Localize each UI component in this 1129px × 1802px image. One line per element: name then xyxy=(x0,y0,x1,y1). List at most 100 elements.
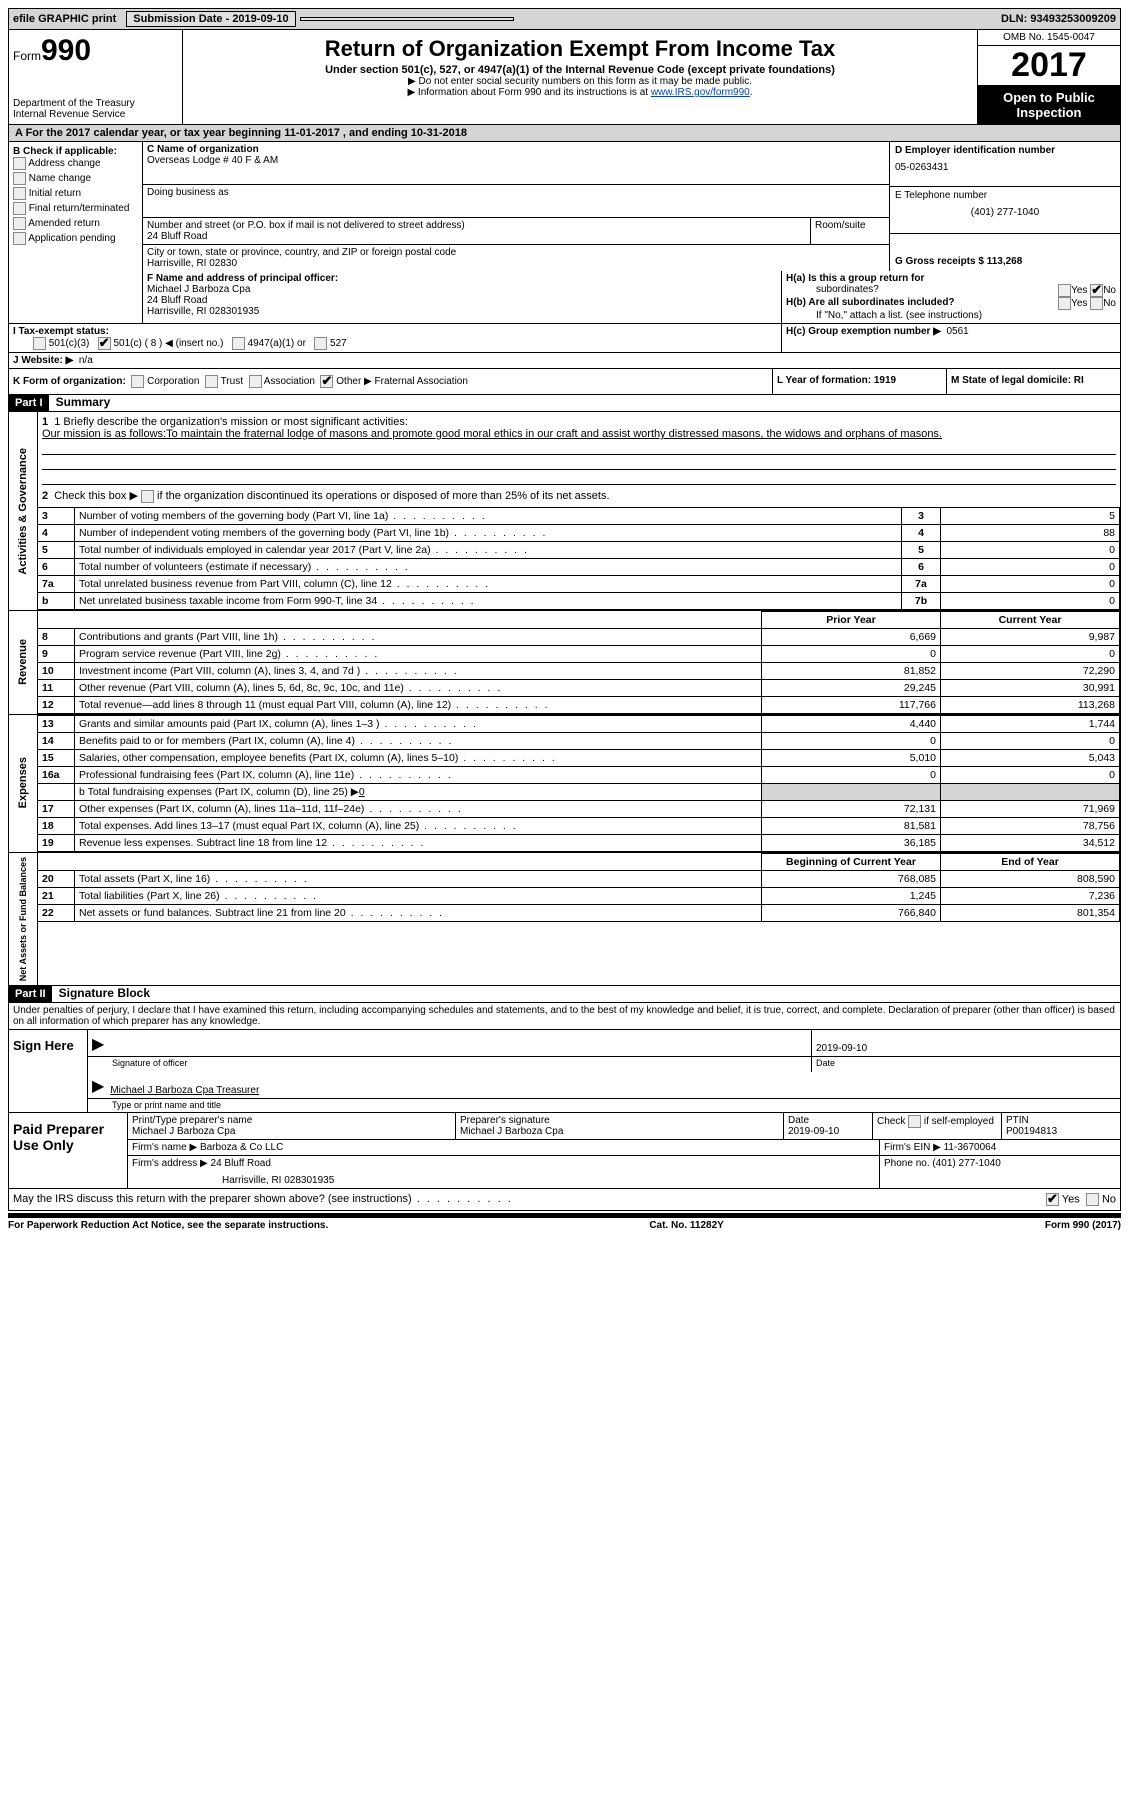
sig-date-sublabel: Date xyxy=(812,1057,1120,1072)
header-left: Form990 Department of the Treasury Inter… xyxy=(9,30,183,124)
header-center: Return of Organization Exempt From Incom… xyxy=(183,30,977,124)
prep-name: Michael J Barboza Cpa xyxy=(132,1126,451,1137)
mission-text: Our mission is as follows:To maintain th… xyxy=(38,428,1120,440)
h-cell: H(a) Is this a group return for subordin… xyxy=(782,271,1120,323)
street-value: 24 Bluff Road xyxy=(147,231,806,242)
yes-label-2: Yes xyxy=(1071,298,1087,309)
sign-here-label: Sign Here xyxy=(9,1030,88,1112)
check-initial-label: Initial return xyxy=(29,188,81,199)
city-label: City or town, state or province, country… xyxy=(147,247,885,258)
table-row: 4Number of independent voting members of… xyxy=(38,524,1120,541)
bullet-2-text: ▶ Information about Form 990 and its ins… xyxy=(407,87,650,98)
prep-sig-label: Preparer's signature xyxy=(460,1115,779,1126)
table-row: 17Other expenses (Part IX, column (A), l… xyxy=(38,800,1120,817)
f-label: F Name and address of principal officer: xyxy=(147,273,777,284)
firm-name: Barboza & Co LLC xyxy=(200,1142,283,1153)
ha-row: H(a) Is this a group return for xyxy=(786,273,1116,284)
check-amended[interactable]: Amended return xyxy=(13,217,138,230)
sig-labels-row: Signature of officer Date xyxy=(88,1057,1120,1072)
submission-date-button[interactable]: Submission Date - 2019-09-10 xyxy=(126,11,295,27)
check-name[interactable]: Name change xyxy=(13,172,138,185)
ptin-label: PTIN xyxy=(1006,1115,1116,1126)
col-c: C Name of organization Overseas Lodge # … xyxy=(143,142,889,271)
prep-sig: Michael J Barboza Cpa xyxy=(460,1126,779,1137)
yes-label: Yes xyxy=(1071,285,1087,296)
org-name: Overseas Lodge # 40 F & AM xyxy=(147,155,885,166)
check-address[interactable]: Address change xyxy=(13,157,138,170)
table-row: 22Net assets or fund balances. Subtract … xyxy=(38,904,1120,921)
i-label: I Tax-exempt status: xyxy=(13,326,109,337)
dba-cell: Doing business as xyxy=(143,185,889,218)
prep-name-label: Print/Type preparer's name xyxy=(132,1115,451,1126)
table-row: bNet unrelated business taxable income f… xyxy=(38,592,1120,609)
hb-label: H(b) Are all subordinates included? xyxy=(786,297,955,310)
sig-date-line: 2019-09-10 xyxy=(812,1030,1120,1057)
vlabel-exp: Expenses xyxy=(9,715,38,852)
city-value: Harrisville, RI 02830 xyxy=(147,258,885,269)
ha-label: H(a) Is this a group return for xyxy=(786,273,924,284)
self-employed-cell: Check if self-employed xyxy=(873,1113,1002,1139)
preparer-row3: Firm's address ▶ 24 Bluff Road Harrisvil… xyxy=(128,1156,1120,1188)
net-table: Beginning of Current YearEnd of Year 20T… xyxy=(38,853,1120,922)
net-block: Net Assets or Fund Balances Beginning of… xyxy=(8,853,1121,986)
exp-block: Expenses 13Grants and similar amounts pa… xyxy=(8,715,1121,853)
officer-name-line: ▶Michael J Barboza Cpa Treasurer xyxy=(88,1072,1120,1099)
firm-addr-label: Firm's address ▶ xyxy=(132,1158,208,1169)
vlabel-net-text: Net Assets or Fund Balances xyxy=(16,853,30,985)
table-row: 9Program service revenue (Part VIII, lin… xyxy=(38,645,1120,662)
check-final[interactable]: Final return/terminated xyxy=(13,202,138,215)
firm-phone-label: Phone no. xyxy=(884,1158,930,1169)
opt-501c3: 501(c)(3) xyxy=(49,338,90,349)
dln-label: DLN: 93493253009209 xyxy=(1001,13,1116,25)
footer-right: Form 990 (2017) xyxy=(1045,1220,1121,1231)
k-other: Other ▶ xyxy=(336,376,371,387)
check-amended-label: Amended return xyxy=(28,218,100,229)
k-corp: Corporation xyxy=(147,376,199,387)
footer-left: For Paperwork Reduction Act Notice, see … xyxy=(8,1220,328,1231)
preparer-row1: Print/Type preparer's nameMichael J Barb… xyxy=(128,1113,1120,1140)
top-bar: efile GRAPHIC print Submission Date - 20… xyxy=(8,8,1121,30)
line1-label: 1 1 Briefly describe the organization's … xyxy=(38,412,1120,428)
k-trust: Trust xyxy=(221,376,243,387)
city-cell: City or town, state or province, country… xyxy=(143,245,889,271)
row-fh: F Name and address of principal officer:… xyxy=(8,271,1121,324)
table-row: 5Total number of individuals employed in… xyxy=(38,541,1120,558)
table-row: 7aTotal unrelated business revenue from … xyxy=(38,575,1120,592)
check-pending-label: Application pending xyxy=(28,233,115,244)
firm-addr: 24 Bluff Road xyxy=(211,1158,271,1169)
gross-receipts-cell: G Gross receipts $ 113,268 xyxy=(890,234,1120,270)
m-cell: M State of legal domicile: RI xyxy=(947,369,1120,394)
type-name-sublabel: Type or print name and title xyxy=(88,1099,1120,1112)
street-cell: Number and street (or P.O. box if mail i… xyxy=(143,218,811,244)
form-header: Form990 Department of the Treasury Inter… xyxy=(8,30,1121,125)
table-row: 12Total revenue—add lines 8 through 11 (… xyxy=(38,696,1120,713)
sign-here-content: ▶ 2019-09-10 Signature of officer Date ▶… xyxy=(88,1030,1120,1112)
bullet-2: ▶ Information about Form 990 and its ins… xyxy=(191,87,969,98)
row-klm: K Form of organization: Corporation Trus… xyxy=(8,369,1121,395)
i-cell: I Tax-exempt status: 501(c)(3) 501(c) ( … xyxy=(9,324,782,352)
discuss-text: May the IRS discuss this return with the… xyxy=(13,1193,513,1206)
k-other-value: Fraternal Association xyxy=(375,376,468,387)
c-label: C Name of organization xyxy=(147,144,885,155)
phone-value: (401) 277-1040 xyxy=(895,201,1115,218)
open-to-public: Open to Public Inspection xyxy=(978,86,1120,124)
phone-cell: E Telephone number (401) 277-1040 xyxy=(890,187,1120,234)
blank-button[interactable] xyxy=(300,17,514,21)
row-j: J Website: ▶ n/a xyxy=(8,353,1121,369)
hc-cell: H(c) Group exemption number ▶ 0561 xyxy=(782,324,1120,352)
discuss-no: No xyxy=(1102,1193,1116,1205)
vlabel-rev: Revenue xyxy=(9,611,38,714)
gov-block: Activities & Governance 1 1 Briefly desc… xyxy=(8,412,1121,611)
discuss-yesno: Yes No xyxy=(1046,1193,1116,1206)
form990-link[interactable]: www.IRS.gov/form990 xyxy=(651,87,750,98)
check-initial[interactable]: Initial return xyxy=(13,187,138,200)
rev-table: Prior YearCurrent Year 8Contributions an… xyxy=(38,611,1120,714)
line2: 2 Check this box ▶ if the organization d… xyxy=(38,485,1120,507)
paid-preparer-label: Paid Preparer Use Only xyxy=(9,1113,128,1188)
check-pending[interactable]: Application pending xyxy=(13,232,138,245)
part-1-badge: Part I xyxy=(9,395,49,411)
check-address-label: Address change xyxy=(28,158,100,169)
firm-phone-cell: Phone no. (401) 277-1040 xyxy=(880,1156,1120,1188)
firm-name-label: Firm's name ▶ xyxy=(132,1142,197,1153)
prep-date: 2019-09-10 xyxy=(788,1126,868,1137)
